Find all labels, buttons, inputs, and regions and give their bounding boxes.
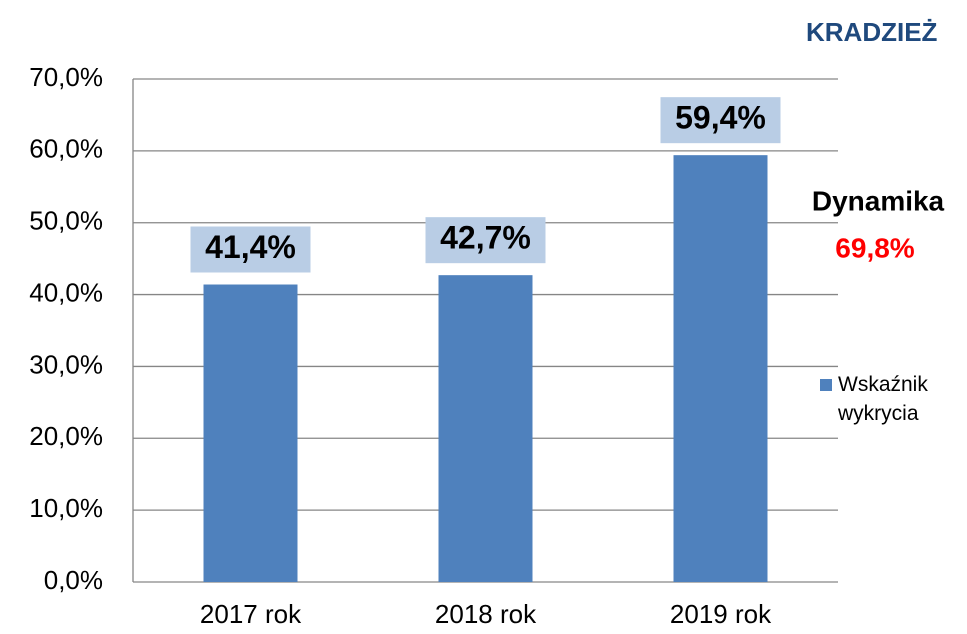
x-tick-label: 2019 rok: [670, 599, 772, 629]
bar: [438, 275, 533, 582]
annotation: 69,8%: [835, 232, 914, 263]
chart-title: KRADZIEŻ: [806, 17, 938, 47]
bar: [673, 155, 768, 582]
y-tick-label: 10,0%: [29, 493, 103, 523]
data-label: 41,4%: [205, 229, 296, 265]
x-tick-label: 2017 rok: [200, 599, 302, 629]
legend-swatch: [820, 379, 832, 391]
annotation: Dynamika: [812, 185, 945, 216]
legend-label: Wskaźnik wykrycia: [837, 373, 928, 425]
data-label: 59,4%: [675, 100, 766, 136]
data-label-box: [190, 226, 311, 273]
bar: [203, 284, 298, 582]
y-tick-label: 70,0%: [29, 62, 103, 92]
y-tick-label: 0,0%: [44, 565, 103, 595]
x-tick-label: 2018 rok: [435, 599, 537, 629]
y-tick-label: 60,0%: [29, 134, 103, 164]
y-tick-label: 40,0%: [29, 277, 103, 307]
y-tick-label: 50,0%: [29, 206, 103, 236]
data-label-box: [425, 217, 546, 264]
data-label: 42,7%: [440, 220, 531, 256]
y-tick-label: 30,0%: [29, 349, 103, 379]
y-tick-label: 20,0%: [29, 421, 103, 451]
data-label-box: [660, 97, 781, 144]
